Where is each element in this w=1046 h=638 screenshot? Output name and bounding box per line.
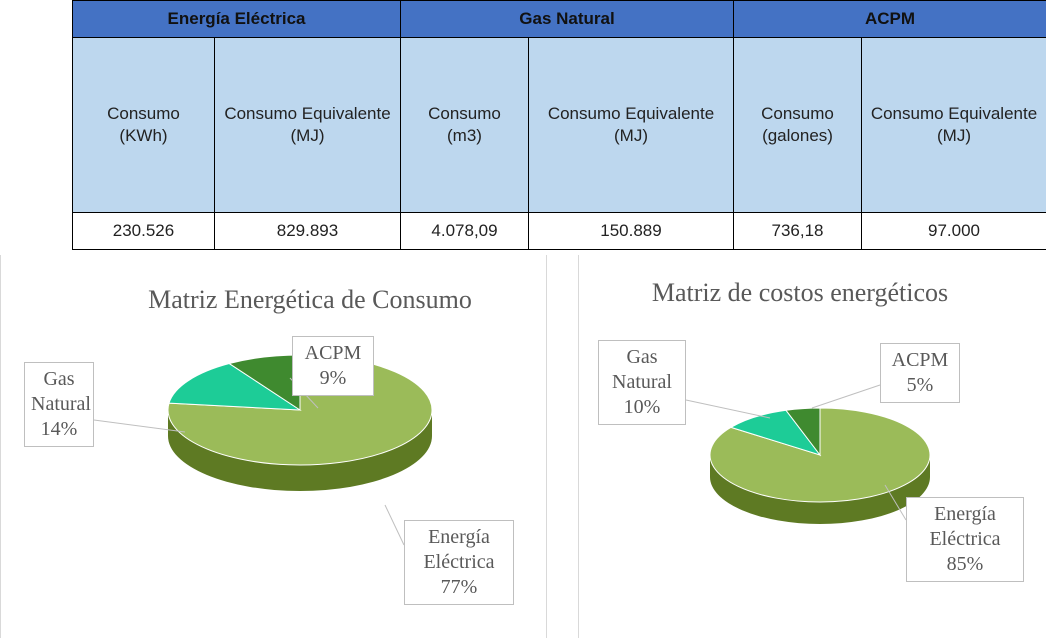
column-header: Consumo (galones) [733, 37, 862, 213]
data-label: ACPM 9% [292, 336, 374, 396]
pie-side [168, 410, 432, 491]
group-header: Gas Natural [400, 0, 734, 38]
label-value: 9% [319, 367, 347, 389]
label-category: ACPM [891, 349, 949, 371]
pie-slice [168, 363, 302, 411]
cell: 97.000 [861, 212, 1046, 250]
leader-line [884, 484, 907, 521]
data-label: Gas Natural 14% [24, 362, 94, 447]
data-label: Energía Eléctrica 77% [404, 520, 514, 605]
pie-side [710, 455, 930, 524]
label-category: Gas Natural [612, 346, 672, 393]
label-value: 5% [906, 374, 934, 396]
leader-line [811, 384, 881, 409]
leader-line [384, 504, 405, 546]
chart-panel [0, 255, 547, 638]
group-header: Energía Eléctrica [72, 0, 401, 38]
column-header: Consumo Equivalente (MJ) [861, 37, 1046, 213]
cell: 4.078,09 [400, 212, 529, 250]
label-value: 77% [440, 576, 478, 598]
chart-title: Matriz Energética de Consumo [148, 285, 472, 314]
cell: 736,18 [733, 212, 862, 250]
label-category: Energía Eléctrica [423, 526, 495, 573]
chart-title: Matriz de costos energéticos [651, 278, 949, 307]
label-value: 10% [623, 396, 661, 418]
cell: 230.526 [72, 212, 215, 250]
cell: 150.889 [528, 212, 734, 250]
cell: 829.893 [214, 212, 401, 250]
data-label: Gas Natural 10% [598, 340, 686, 425]
leader-line [93, 419, 186, 433]
data-label: Energía Eléctrica 85% [906, 497, 1024, 582]
label-category: ACPM [304, 342, 362, 364]
column-header: Consumo Equivalente (MJ) [214, 37, 401, 213]
label-value: 85% [946, 553, 984, 575]
column-header: Consumo (m3) [400, 37, 529, 213]
leader-line [685, 399, 771, 419]
label-value: 14% [40, 418, 78, 440]
label-category: Gas Natural [31, 368, 91, 415]
data-table: Energía Eléctrica Gas Natural ACPM Consumo… [72, 0, 1046, 250]
column-header: Consumo Equivalente (MJ) [528, 37, 734, 213]
data-label: ACPM 5% [880, 343, 960, 403]
pie-slice [785, 407, 821, 457]
chart-panel [578, 255, 1046, 638]
group-header: ACPM [733, 0, 1046, 38]
label-category: Energía Eléctrica [929, 503, 1001, 550]
column-header: Consumo (KWh) [72, 37, 215, 213]
